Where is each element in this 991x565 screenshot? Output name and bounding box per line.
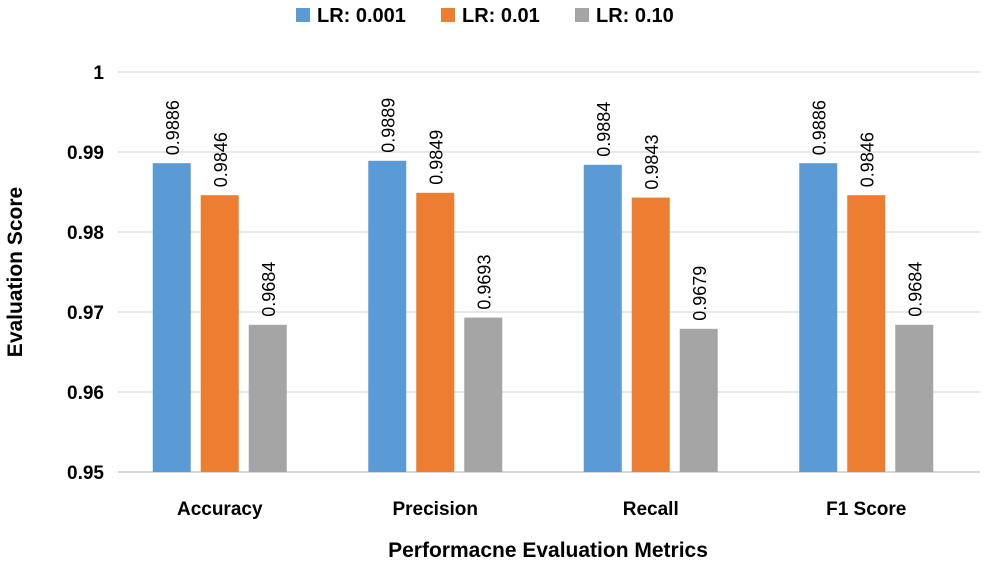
- x-category-label: Accuracy: [177, 499, 263, 520]
- data-label: 0.9846: [211, 132, 231, 187]
- legend-swatch: [441, 8, 455, 22]
- data-label: 0.9886: [809, 100, 829, 155]
- data-labels: 0.9886 0.9846 0.9684 0.9889 0.9849 0.9693 0.98…: [163, 98, 926, 321]
- y-axis-title: Evaluation Score: [4, 187, 27, 357]
- data-label: 0.9884: [594, 102, 614, 157]
- y-tick-label: 0.96: [67, 383, 104, 404]
- legend-label: LR: 0.01: [462, 5, 540, 27]
- data-label: 0.9886: [163, 100, 183, 155]
- bar: [248, 324, 287, 472]
- data-label: 0.9684: [905, 262, 925, 317]
- y-tick-label: 1: [93, 63, 104, 84]
- bars: [152, 160, 934, 473]
- legend-swatch: [296, 8, 310, 22]
- data-label: 0.9684: [259, 262, 279, 317]
- y-tick-label: 0.98: [67, 223, 104, 244]
- y-tick-label: 0.99: [67, 143, 104, 164]
- x-category-label: Precision: [392, 499, 478, 520]
- bar: [679, 328, 718, 472]
- x-axis-title: Performacne Evaluation Metrics: [388, 539, 708, 562]
- data-label: 0.9843: [642, 135, 662, 190]
- data-label: 0.9693: [474, 255, 494, 310]
- y-tick-label: 0.97: [67, 303, 104, 324]
- bar: [368, 160, 407, 473]
- legend-swatch: [575, 8, 589, 22]
- x-axis-categories: Accuracy Precision Recall F1 Score: [177, 499, 906, 520]
- bar: [200, 195, 239, 472]
- bar: [631, 197, 670, 472]
- bar: [152, 163, 191, 472]
- bar: [464, 317, 503, 472]
- x-category-label: F1 Score: [826, 499, 906, 520]
- bar: [847, 195, 886, 472]
- y-axis-ticks: 0.95 0.96 0.97 0.98 0.99 1: [67, 63, 104, 484]
- bar: [583, 164, 622, 473]
- data-label: 0.9846: [857, 132, 877, 187]
- data-label: 0.9679: [690, 266, 710, 321]
- legend-label: LR: 0.001: [317, 5, 406, 27]
- legend-label: LR: 0.10: [596, 5, 674, 27]
- y-tick-label: 0.95: [67, 463, 104, 484]
- data-label: 0.9849: [426, 130, 446, 185]
- bar: [895, 324, 934, 472]
- legend: LR: 0.001 LR: 0.01 LR: 0.10: [296, 5, 674, 27]
- bar: [416, 192, 455, 473]
- data-label: 0.9889: [378, 98, 398, 153]
- x-category-label: Recall: [623, 499, 679, 520]
- bar: [799, 163, 838, 472]
